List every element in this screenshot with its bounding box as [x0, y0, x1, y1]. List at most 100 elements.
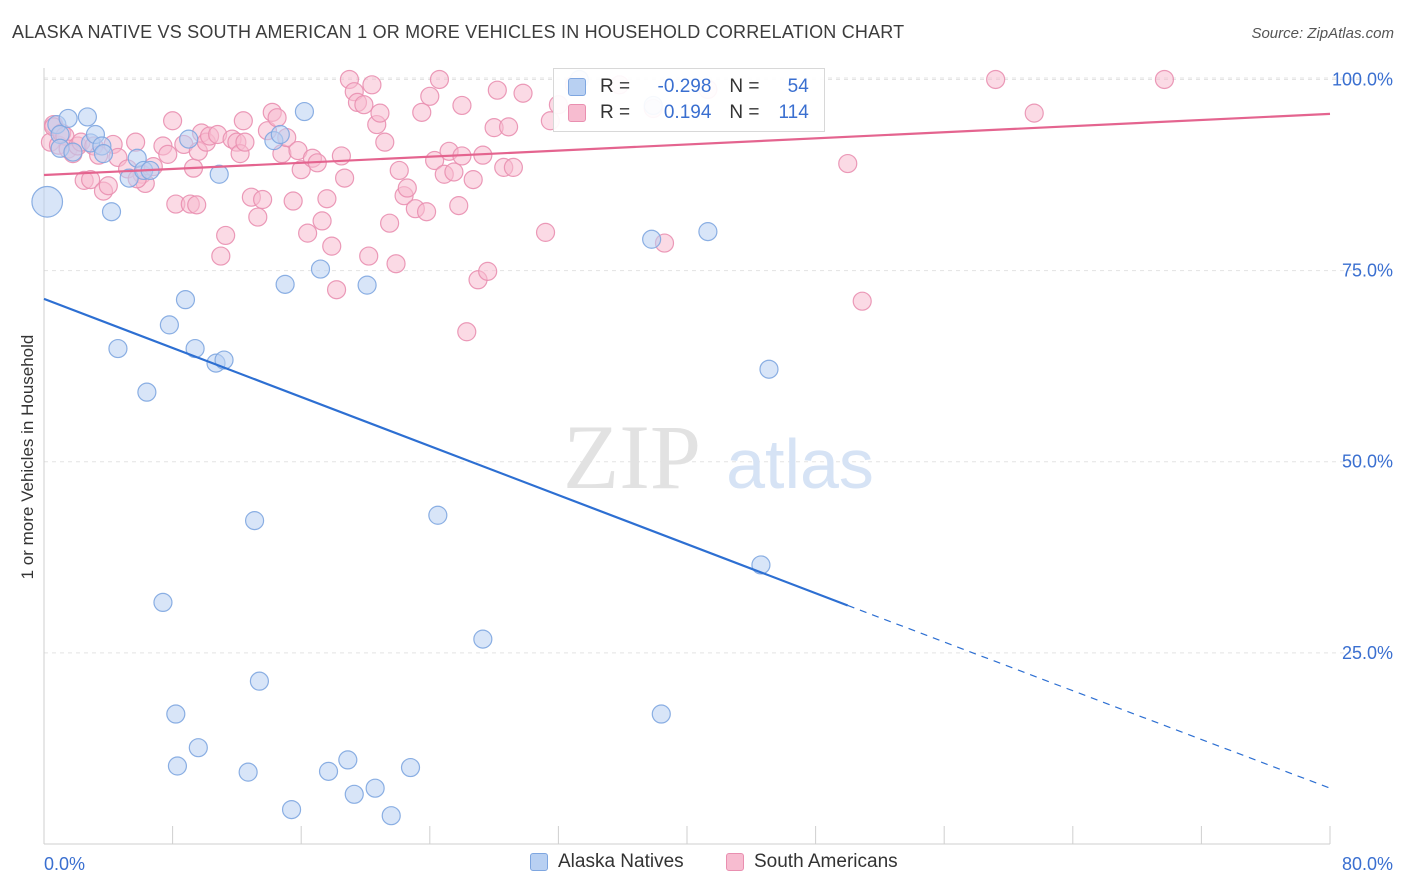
south-american-point [322, 236, 342, 256]
alaska-native-point [153, 592, 173, 613]
south-american-point [98, 176, 118, 196]
alaska-native-point [249, 671, 270, 691]
south-american-point [452, 95, 472, 116]
south-american-point [163, 111, 183, 131]
chart-title: ALASKA NATIVE VS SOUTH AMERICAN 1 OR MOR… [12, 22, 905, 42]
legend-n-value: 54 [787, 76, 809, 97]
y-axis-label: 1 or more Vehicles in Household [18, 334, 37, 580]
south-american-point [429, 69, 450, 90]
watermark-atlas: atlas [726, 425, 874, 503]
legend-item-alaska-natives: Alaska Natives [530, 851, 684, 873]
alaska-native-point [93, 144, 114, 164]
south-american-point [420, 86, 440, 106]
watermark-zip: ZIP [563, 406, 701, 508]
x-tick-label: 0.0% [44, 854, 85, 874]
alaska-native-point [357, 275, 377, 295]
south-american-point [487, 80, 507, 100]
alaska-native-point [101, 202, 122, 222]
south-american-point [535, 222, 556, 242]
y-tick-label: 25.0% [1342, 643, 1393, 663]
alaska-native-point [31, 185, 64, 218]
south-american-point [233, 111, 253, 131]
alaska-native-point [63, 142, 83, 162]
south-american-point [211, 246, 231, 266]
south-american-point [158, 144, 178, 164]
south-american-point [317, 189, 337, 209]
south-american-point [380, 213, 400, 233]
south-american-point [503, 157, 523, 177]
legend-series-name: South Americans [754, 851, 898, 872]
alaska-native-point [751, 555, 771, 575]
alaska-native-point [137, 382, 157, 402]
legend-r-label: R = [600, 102, 631, 123]
south-american-point [326, 280, 347, 300]
south-american-point [838, 153, 858, 174]
alaska-native-point [188, 738, 208, 758]
alaska-native-point [214, 350, 234, 370]
alaska-native-point [642, 229, 662, 249]
south-american-point [463, 170, 483, 190]
alaska-native-point [365, 778, 385, 798]
alaska-native-point [473, 629, 493, 649]
y-tick-label: 75.0% [1342, 261, 1393, 281]
alaska-native-point [175, 290, 196, 310]
pink-swatch-icon [568, 104, 586, 122]
alaska-native-point [270, 124, 290, 145]
south-american-point [283, 191, 303, 211]
alaska-native-point [651, 704, 671, 724]
south-american-point [375, 132, 395, 152]
south-american-point [457, 322, 477, 342]
alaska-native-point [275, 274, 295, 294]
alaska-native-point [167, 756, 188, 776]
alaska-native-point [281, 799, 302, 820]
south-american-point [412, 102, 432, 122]
alaska-native-point [310, 259, 331, 279]
south-american-point [81, 170, 101, 190]
alaska-native-point [381, 806, 401, 826]
south-american-point [449, 196, 469, 216]
south-americans-trend-line [43, 112, 1331, 177]
alaska-native-point [294, 101, 315, 122]
x-tick-label: 80.0% [1342, 854, 1393, 874]
south-american-point [416, 202, 437, 222]
legend-r-label: R = [600, 76, 631, 97]
south-american-point [386, 254, 406, 274]
legend-row-alaska: R = -0.298 N = 54 [568, 74, 809, 100]
legend-series-name: Alaska Natives [558, 851, 684, 872]
alaska-native-point [159, 315, 179, 335]
legend-item-south-americans: South Americans [726, 851, 898, 873]
y-tick-label: 50.0% [1342, 452, 1393, 472]
series-legend: Alaska Natives South Americans [0, 851, 1406, 877]
south-american-point [359, 246, 379, 266]
alaska-natives-trend-extension [847, 604, 1331, 789]
alaska-native-point [108, 338, 128, 359]
south-american-point [1024, 103, 1044, 123]
south-american-point [852, 291, 872, 311]
south-american-point [362, 75, 382, 95]
alaska-native-point [318, 761, 339, 781]
south-american-point [298, 223, 318, 243]
legend-n-label: N = [729, 76, 760, 97]
south-american-point [126, 132, 146, 152]
south-american-point [370, 103, 390, 123]
correlation-legend: R = -0.298 N = 54 R = 0.194 N = 114 [553, 68, 825, 132]
south-american-point [235, 132, 255, 152]
south-american-point [312, 211, 332, 231]
south-american-point [335, 168, 355, 188]
source-label: Source: ZipAtlas.com [1251, 25, 1394, 42]
south-american-point [444, 162, 464, 182]
alaska-native-point [238, 762, 258, 782]
alaska-native-point [344, 784, 364, 804]
south-american-point [478, 261, 498, 281]
alaska-natives-points [31, 69, 779, 826]
y-tick-label: 100.0% [1332, 69, 1393, 89]
blue-swatch-icon [530, 853, 548, 871]
alaska-native-point [698, 222, 718, 242]
south-american-point [291, 160, 311, 180]
legend-r-value: 0.194 [663, 102, 712, 123]
south-american-point [216, 225, 236, 246]
south-american-point [248, 207, 268, 227]
south-american-point [986, 69, 1006, 90]
alaska-native-point [428, 505, 448, 525]
